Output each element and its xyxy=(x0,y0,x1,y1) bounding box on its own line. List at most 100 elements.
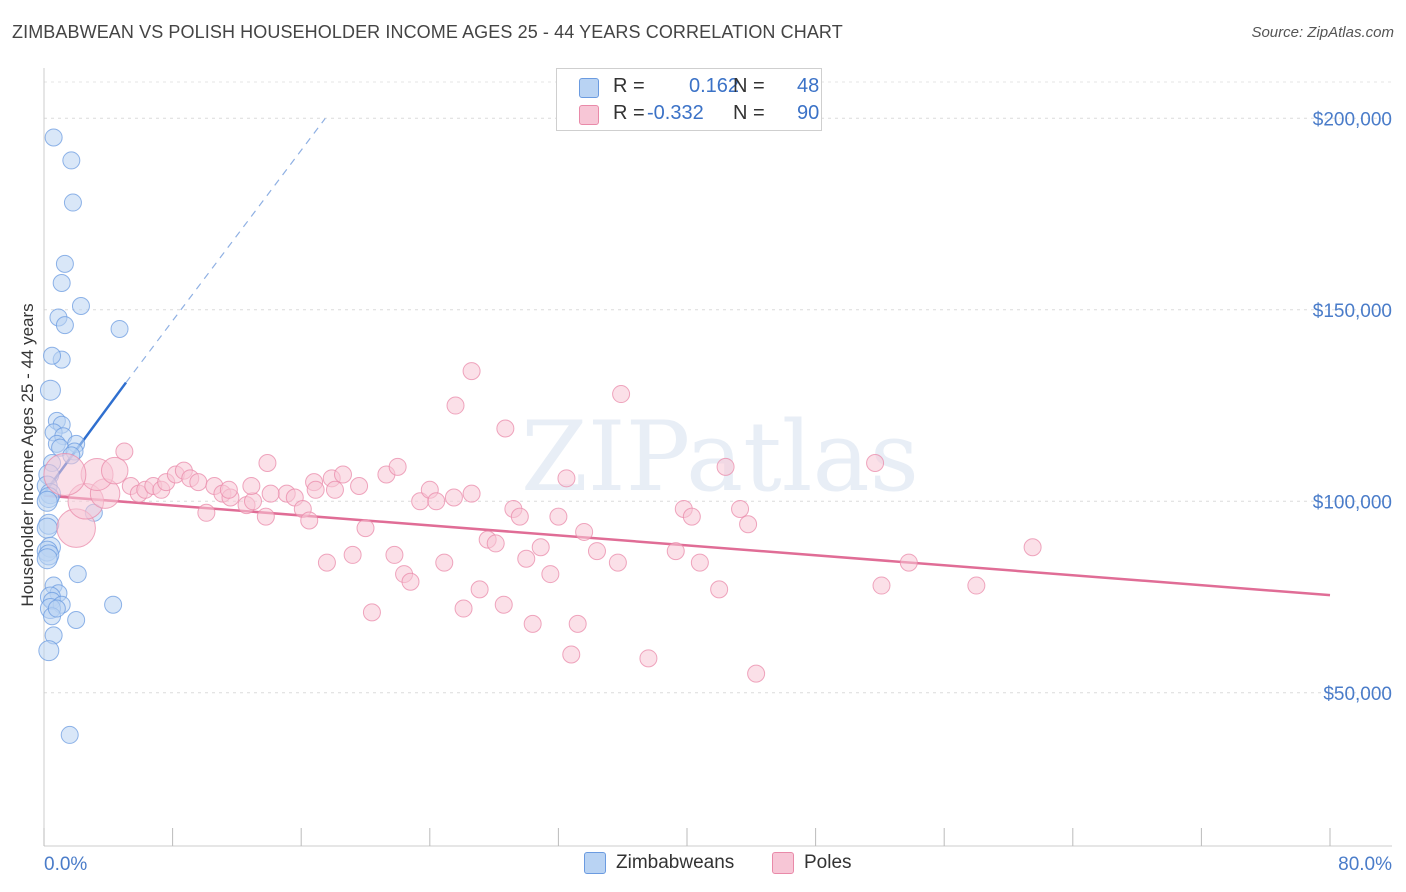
watermark: ZIPatlas xyxy=(521,401,919,513)
data-point xyxy=(52,273,71,292)
data-point xyxy=(541,565,560,584)
data-point xyxy=(639,649,658,668)
data-point xyxy=(562,645,581,664)
data-point xyxy=(115,442,134,461)
source-label: Source: ZipAtlas.com xyxy=(1251,24,1394,41)
data-point xyxy=(690,553,709,572)
data-point xyxy=(325,480,344,499)
x-tick-label: 80.0% xyxy=(1338,854,1392,875)
data-point xyxy=(716,457,735,476)
data-point xyxy=(261,484,280,503)
data-point xyxy=(510,507,529,526)
grid-lines xyxy=(44,81,1392,694)
data-point xyxy=(62,151,81,170)
data-point xyxy=(899,553,918,572)
tick-labels: $50,000 $100,000 $150,000 $200,000 0.0% 80.0% xyxy=(44,109,1392,875)
data-point xyxy=(63,193,82,212)
data-point xyxy=(531,538,550,557)
data-point xyxy=(462,484,481,503)
data-point xyxy=(427,492,446,511)
data-point xyxy=(43,346,62,365)
data-point xyxy=(47,599,66,618)
data-point xyxy=(549,507,568,526)
data-point xyxy=(866,454,885,472)
x-tick-label: 0.0% xyxy=(44,854,87,875)
data-point xyxy=(189,473,208,492)
data-point xyxy=(747,664,766,683)
data-point xyxy=(219,480,238,499)
data-point xyxy=(110,319,129,338)
data-point xyxy=(43,452,87,496)
data-point xyxy=(317,553,336,572)
data-point xyxy=(36,548,58,570)
stats-n-label: N = xyxy=(733,75,765,97)
data-point xyxy=(494,595,513,614)
data-point xyxy=(71,296,90,315)
data-point xyxy=(356,519,375,538)
data-point xyxy=(333,465,352,484)
data-point xyxy=(242,476,261,495)
y-tick-label: $150,000 xyxy=(1313,301,1392,322)
data-point xyxy=(197,503,216,522)
stats-r-value: -0.332 xyxy=(647,102,704,124)
stats-swatch-poles xyxy=(579,105,599,125)
data-point xyxy=(739,515,758,534)
data-point xyxy=(967,576,986,595)
data-points xyxy=(36,128,1042,744)
data-point xyxy=(612,385,631,404)
legend-swatch-zimbabweans xyxy=(584,852,606,874)
data-point xyxy=(104,595,123,614)
stats-n-label: N = xyxy=(733,102,765,124)
data-point xyxy=(36,517,58,539)
data-point xyxy=(682,507,701,526)
data-point xyxy=(256,507,275,526)
legend-swatch-poles xyxy=(772,852,794,874)
stats-n-value: 48 xyxy=(797,75,820,97)
data-point xyxy=(435,553,454,572)
legend-item-zimbabweans[interactable]: Zimbabweans xyxy=(584,852,734,874)
data-point xyxy=(608,553,627,572)
legend-label: Zimbabweans xyxy=(616,852,735,873)
data-point xyxy=(39,379,61,401)
data-point xyxy=(557,469,576,488)
y-tick-label: $100,000 xyxy=(1313,492,1392,513)
data-point xyxy=(388,457,407,476)
data-point xyxy=(575,522,594,541)
data-point xyxy=(568,614,587,633)
stats-box: R = 0.162 N = 48 R = -0.332 N = 90 xyxy=(556,68,822,131)
trend-line-extension xyxy=(125,117,326,383)
legend-item-poles[interactable]: Poles xyxy=(772,852,852,874)
data-point xyxy=(44,128,63,147)
data-point xyxy=(343,545,362,564)
stats-n-value: 90 xyxy=(797,102,820,124)
data-point xyxy=(55,254,74,273)
series-poles xyxy=(43,362,1042,683)
stats-swatch-zimbabweans xyxy=(579,78,599,98)
y-tick-label: $50,000 xyxy=(1323,684,1392,705)
stats-r-value: 0.162 xyxy=(689,75,740,97)
data-point xyxy=(258,454,277,472)
data-point xyxy=(38,640,60,662)
data-point xyxy=(444,488,463,507)
legend-label: Poles xyxy=(804,852,852,873)
data-point xyxy=(68,565,87,584)
data-point xyxy=(401,572,420,591)
data-point xyxy=(385,545,404,564)
chart-title: ZIMBABWEAN VS POLISH HOUSEHOLDER INCOME … xyxy=(12,22,843,42)
data-point xyxy=(454,599,473,618)
data-point xyxy=(362,603,381,622)
data-point xyxy=(587,542,606,561)
data-point xyxy=(486,534,505,553)
data-point xyxy=(100,456,129,485)
data-point xyxy=(243,492,262,511)
data-point xyxy=(300,511,319,530)
data-point xyxy=(470,580,489,599)
series-zimbabweans xyxy=(36,128,129,744)
stats-r-label: R = xyxy=(613,102,645,124)
data-point xyxy=(306,480,325,499)
data-point xyxy=(496,419,515,438)
data-point xyxy=(36,490,58,512)
data-point xyxy=(666,542,685,561)
data-point xyxy=(462,362,481,381)
y-tick-label: $200,000 xyxy=(1313,109,1392,130)
